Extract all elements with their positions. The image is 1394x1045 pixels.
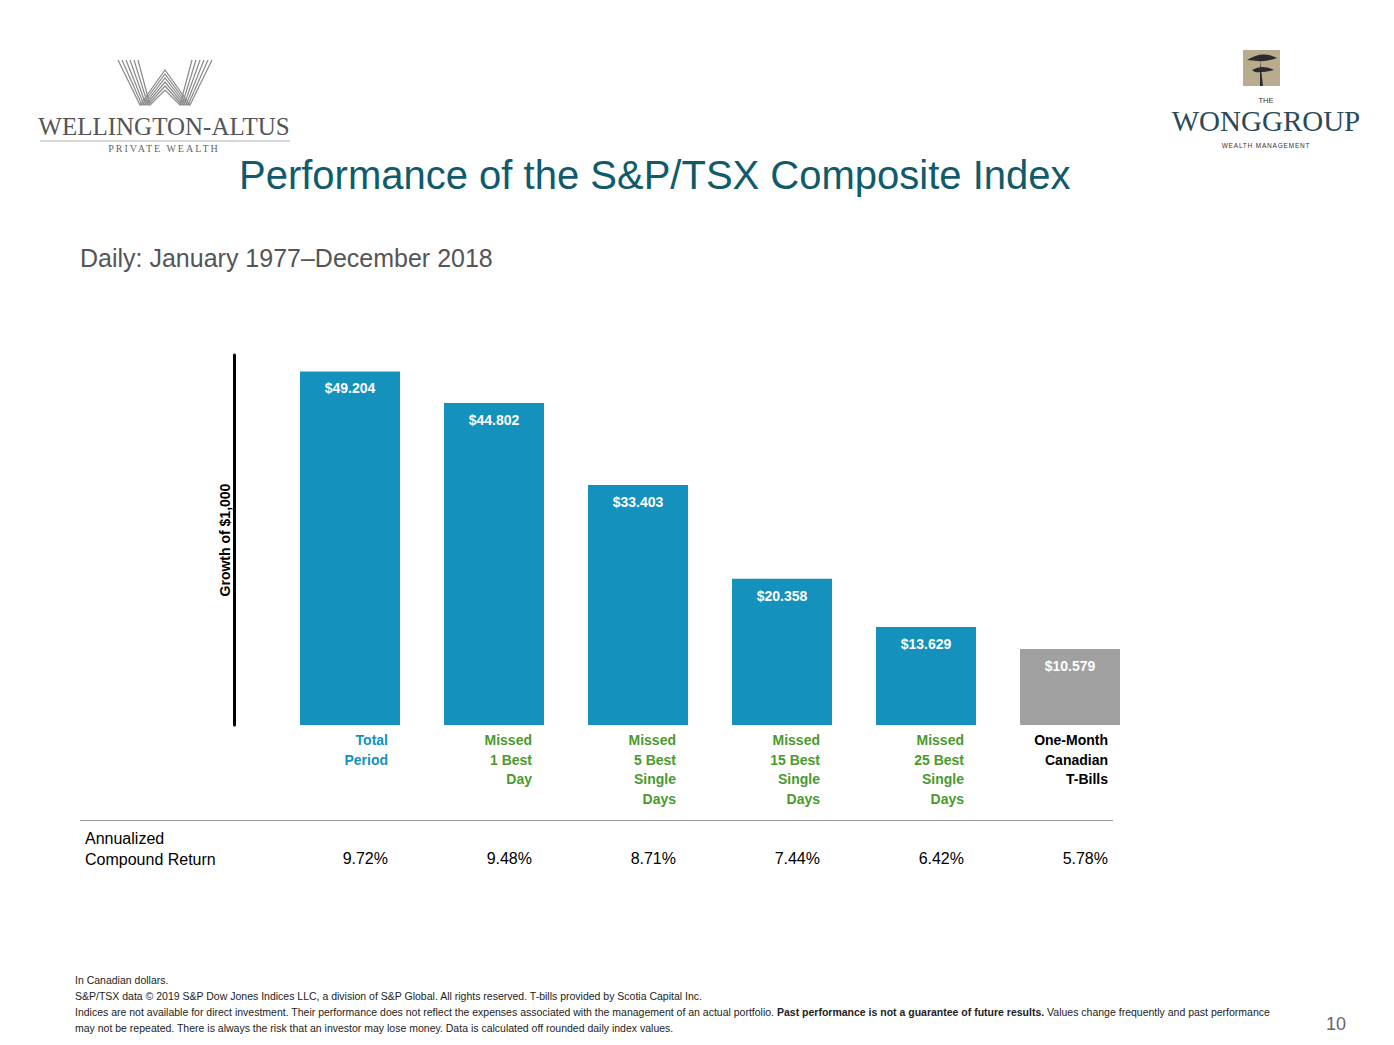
html-text:Indices are not available for: Indices are not available for direct inv… (75, 1006, 1270, 1034)
svg-text:Daily: January 1977–December 2: Daily: January 1977–December 2018 (80, 244, 493, 272)
html-text:9.48%: 9.48% (486, 850, 532, 867)
html-text:8.71%: 8.71% (630, 850, 676, 867)
svg-text:Performance of the S&P/TSX Com: Performance of the S&P/TSX Composite Ind… (239, 153, 1071, 197)
html-text:S&P/TSX data © 2019 S&P Dow Jo: S&P/TSX data © 2019 S&P Dow Jones Indice… (75, 990, 702, 1002)
html-text:6.42%: 6.42% (918, 850, 964, 867)
html-text:Missed 15 Best Single Days: Missed 15 Best Single Days (770, 732, 820, 807)
html-text:One-Month Canadian T-Bills: One-Month Canadian T-Bills (1034, 732, 1108, 787)
svg-text:THE: THE (1259, 96, 1274, 105)
svg-text:PRIVATE WEALTH: PRIVATE WEALTH (108, 143, 219, 154)
html-text:7.44%: 7.44% (774, 850, 820, 867)
html-text:10: 10 (1326, 1014, 1346, 1034)
svg-text:WONGGROUP: WONGGROUP (1172, 105, 1361, 137)
html-text:9.72%: 9.72% (342, 850, 388, 867)
svg-text:$13.629: $13.629 (901, 636, 952, 652)
svg-text:WEALTH MANAGEMENT: WEALTH MANAGEMENT (1222, 142, 1311, 149)
html-text:In Canadian dollars.: In Canadian dollars. (75, 974, 169, 986)
svg-text:$49.204: $49.204 (325, 380, 376, 396)
html-text:Missed 1 Best Day: Missed 1 Best Day (484, 732, 532, 787)
html-text:Missed 25 Best Single Days: Missed 25 Best Single Days (914, 732, 964, 807)
svg-text:WELLINGTON-ALTUS: WELLINGTON-ALTUS (38, 113, 289, 140)
svg-text:$44.802: $44.802 (469, 412, 520, 428)
svg-text:$10.579: $10.579 (1045, 658, 1096, 674)
html-text:Missed 5 Best Single Days: Missed 5 Best Single Days (628, 732, 676, 807)
html-text:5.78%: 5.78% (1062, 850, 1108, 867)
svg-text:Growth of $1,000: Growth of $1,000 (217, 483, 233, 596)
svg-text:$33.403: $33.403 (613, 494, 664, 510)
html-text:Annualized Compound Return: Annualized Compound Return (85, 830, 216, 868)
html-text:Total Period: Total Period (344, 732, 388, 768)
svg-text:$20.358: $20.358 (757, 588, 808, 604)
